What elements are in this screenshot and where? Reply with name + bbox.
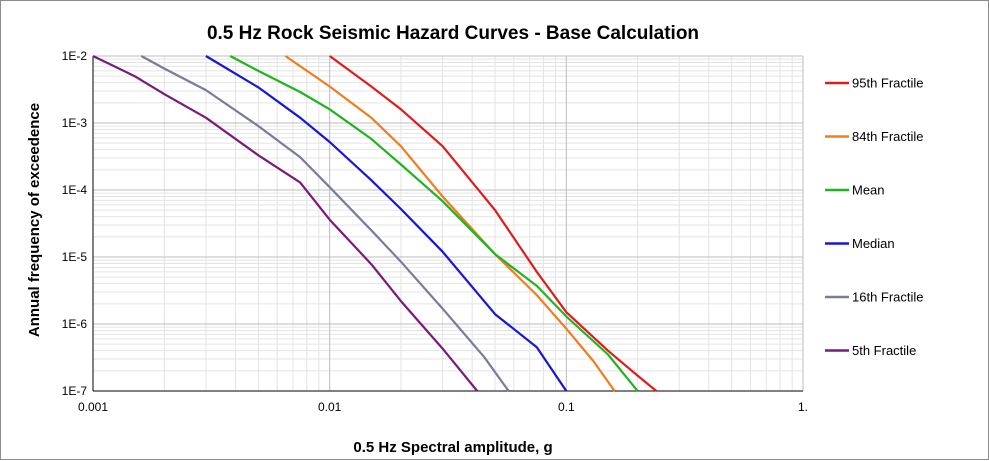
y-tick-label: 1E-5 xyxy=(62,250,88,264)
x-tick-label: 0.1 xyxy=(558,400,575,414)
legend-label-mean: Mean xyxy=(852,183,885,198)
grid xyxy=(92,55,804,392)
y-tick-label: 1E-7 xyxy=(62,384,88,398)
y-axis-title: Annual frequency of exceedence xyxy=(26,103,43,337)
x-tick-label: 1. xyxy=(798,400,808,414)
axes: 0.001 0.01 0.1 1. 1E-2 1E-3 1E-4 1E-5 1E-6 1E-7 xyxy=(62,49,808,414)
series-line-95th-fractile xyxy=(329,55,657,392)
series-line-mean xyxy=(229,55,639,392)
y-tick-label: 1E-6 xyxy=(62,317,88,331)
y-tick-label: 1E-2 xyxy=(62,49,88,63)
series-lines xyxy=(92,55,657,392)
series-line-5th-fractile xyxy=(92,55,479,392)
x-tick-label: 0.001 xyxy=(78,400,108,414)
series-line-84th-fractile xyxy=(284,55,616,392)
legend-label-84th-fractile: 84th Fractile xyxy=(852,129,924,144)
series-line-16th-fractile xyxy=(140,55,510,392)
legend: 95th Fractile 84th Fractile Mean Median 16th… xyxy=(825,76,924,358)
series-line-median xyxy=(205,55,568,392)
x-tick-label: 0.01 xyxy=(318,400,342,414)
legend-label-median: Median xyxy=(852,236,895,251)
legend-label-95th-fractile: 95th Fractile xyxy=(852,76,924,91)
y-tick-label: 1E-4 xyxy=(62,183,88,197)
legend-label-5th-fractile: 5th Fractile xyxy=(852,343,916,358)
y-tick-label: 1E-3 xyxy=(62,116,88,130)
x-axis-title: 0.5 Hz Spectral amplitude, g xyxy=(353,439,552,456)
legend-label-16th-fractile: 16th Fractile xyxy=(852,290,924,305)
chart-title: 0.5 Hz Rock Seismic Hazard Curves - Base… xyxy=(207,23,699,44)
